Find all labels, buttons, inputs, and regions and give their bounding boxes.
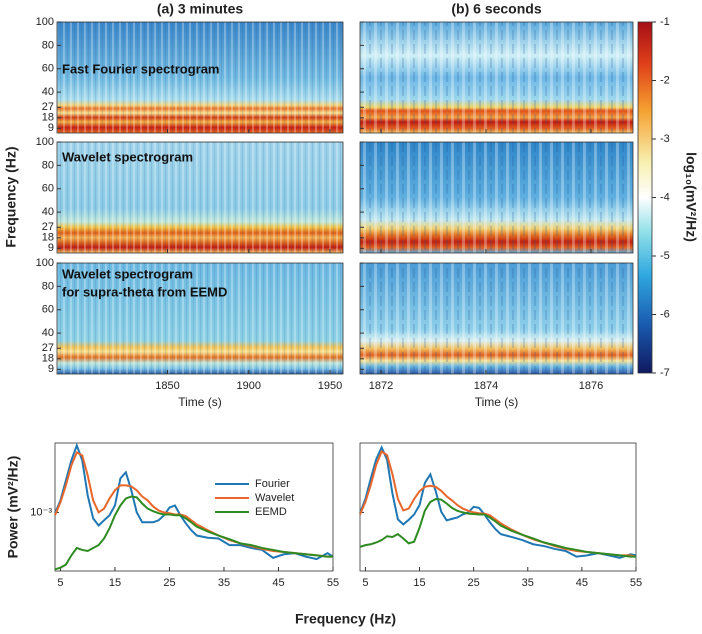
y-tick-label: 60 <box>42 63 54 75</box>
x-tick-label: 1876 <box>579 380 603 392</box>
x-tick-label: 15 <box>413 577 425 589</box>
y-tick-label: 100 <box>36 16 54 28</box>
y-tick-label: 10⁻³ <box>30 506 52 518</box>
y-tick-label: 100 <box>36 136 54 148</box>
panel-frame <box>359 141 634 254</box>
x-tick-label: 45 <box>576 577 588 589</box>
plot-frame <box>359 442 637 572</box>
y-tick-label: 100 <box>36 257 54 269</box>
colorbar-tick-label: -6 <box>660 308 670 320</box>
x-tick-label: 1872 <box>369 380 393 392</box>
x-tick-label: 35 <box>522 577 534 589</box>
colorbar-tick-label: -1 <box>660 16 670 28</box>
x-tick-label: 45 <box>272 577 284 589</box>
y-tick-label: 27 <box>42 342 54 354</box>
y-tick-label: 40 <box>42 327 54 339</box>
panel-frame <box>56 262 344 375</box>
x-tick-label: 1850 <box>155 380 179 392</box>
panel-frame <box>359 262 634 375</box>
panel-frame <box>56 21 344 134</box>
panel-label: Wavelet spectrogram <box>62 266 193 281</box>
y-tick-label: 80 <box>42 159 54 171</box>
x-axis-label: Frequency (Hz) <box>295 611 396 627</box>
colorbar-tick-label: -5 <box>660 250 670 262</box>
column-title: (a) 3 minutes <box>157 1 244 17</box>
panel-label: Fast Fourier spectrogram <box>62 61 220 76</box>
spectrogram-texture <box>57 22 343 133</box>
y-tick-label: 60 <box>42 183 54 195</box>
x-tick-label: 1900 <box>237 380 261 392</box>
spectrogram-texture <box>57 263 343 374</box>
legend-label: Wavelet <box>255 492 294 504</box>
colorbar <box>637 21 653 374</box>
panel-frame <box>56 141 344 254</box>
panel-frame <box>359 21 634 134</box>
y-tick-label: 80 <box>42 39 54 51</box>
colorbar-tick-label: -3 <box>660 133 670 145</box>
y-tick-label: 18 <box>42 353 54 365</box>
x-tick-label: 55 <box>327 577 339 589</box>
y-axis-label: Power (mV²/Hz) <box>5 456 21 559</box>
panel-label: for supra-theta from EEMD <box>62 284 227 299</box>
x-tick-label: 25 <box>163 577 175 589</box>
x-tick-label: 5 <box>57 577 63 589</box>
y-axis-label: Frequency (Hz) <box>3 146 19 247</box>
spectrogram-texture <box>360 263 633 374</box>
y-tick-label: 18 <box>42 232 54 244</box>
series-line <box>54 495 333 571</box>
legend-label: Fourier <box>255 478 290 490</box>
x-tick-label: 1950 <box>318 380 342 392</box>
y-tick-label: 27 <box>42 101 54 113</box>
x-tick-label: 1874 <box>474 380 498 392</box>
column-title: (b) 6 seconds <box>451 1 541 17</box>
x-tick-label: 25 <box>468 577 480 589</box>
colorbar-tick-label: -7 <box>660 367 670 379</box>
y-tick-label: 60 <box>42 304 54 316</box>
y-tick-label: 9 <box>48 122 54 134</box>
spectrogram-texture <box>360 142 633 253</box>
y-tick-label: 18 <box>42 112 54 124</box>
x-tick-label: 15 <box>109 577 121 589</box>
y-tick-label: 40 <box>42 206 54 218</box>
series-line <box>359 497 636 558</box>
colorbar-label: log₁₀(mV²/Hz) <box>683 152 699 242</box>
spectrogram-texture <box>360 22 633 133</box>
x-tick-label: 5 <box>362 577 368 589</box>
y-tick-label: 27 <box>42 221 54 233</box>
x-tick-label: 55 <box>630 577 642 589</box>
x-axis-label: Time (s) <box>178 395 222 409</box>
x-axis-label: Time (s) <box>475 395 519 409</box>
colorbar-tick-label: -2 <box>660 74 670 86</box>
series-line <box>54 442 334 561</box>
y-tick-label: 40 <box>42 86 54 98</box>
panel-label: Wavelet spectrogram <box>62 149 193 164</box>
y-tick-label: 9 <box>48 242 54 254</box>
colorbar-tick-label: -4 <box>660 191 670 203</box>
y-tick-label: 80 <box>42 280 54 292</box>
legend-label: EEMD <box>255 506 287 518</box>
plot-frame <box>54 442 334 572</box>
spectrogram-texture <box>57 142 343 253</box>
x-tick-label: 35 <box>218 577 230 589</box>
y-tick-label: 9 <box>48 363 54 375</box>
